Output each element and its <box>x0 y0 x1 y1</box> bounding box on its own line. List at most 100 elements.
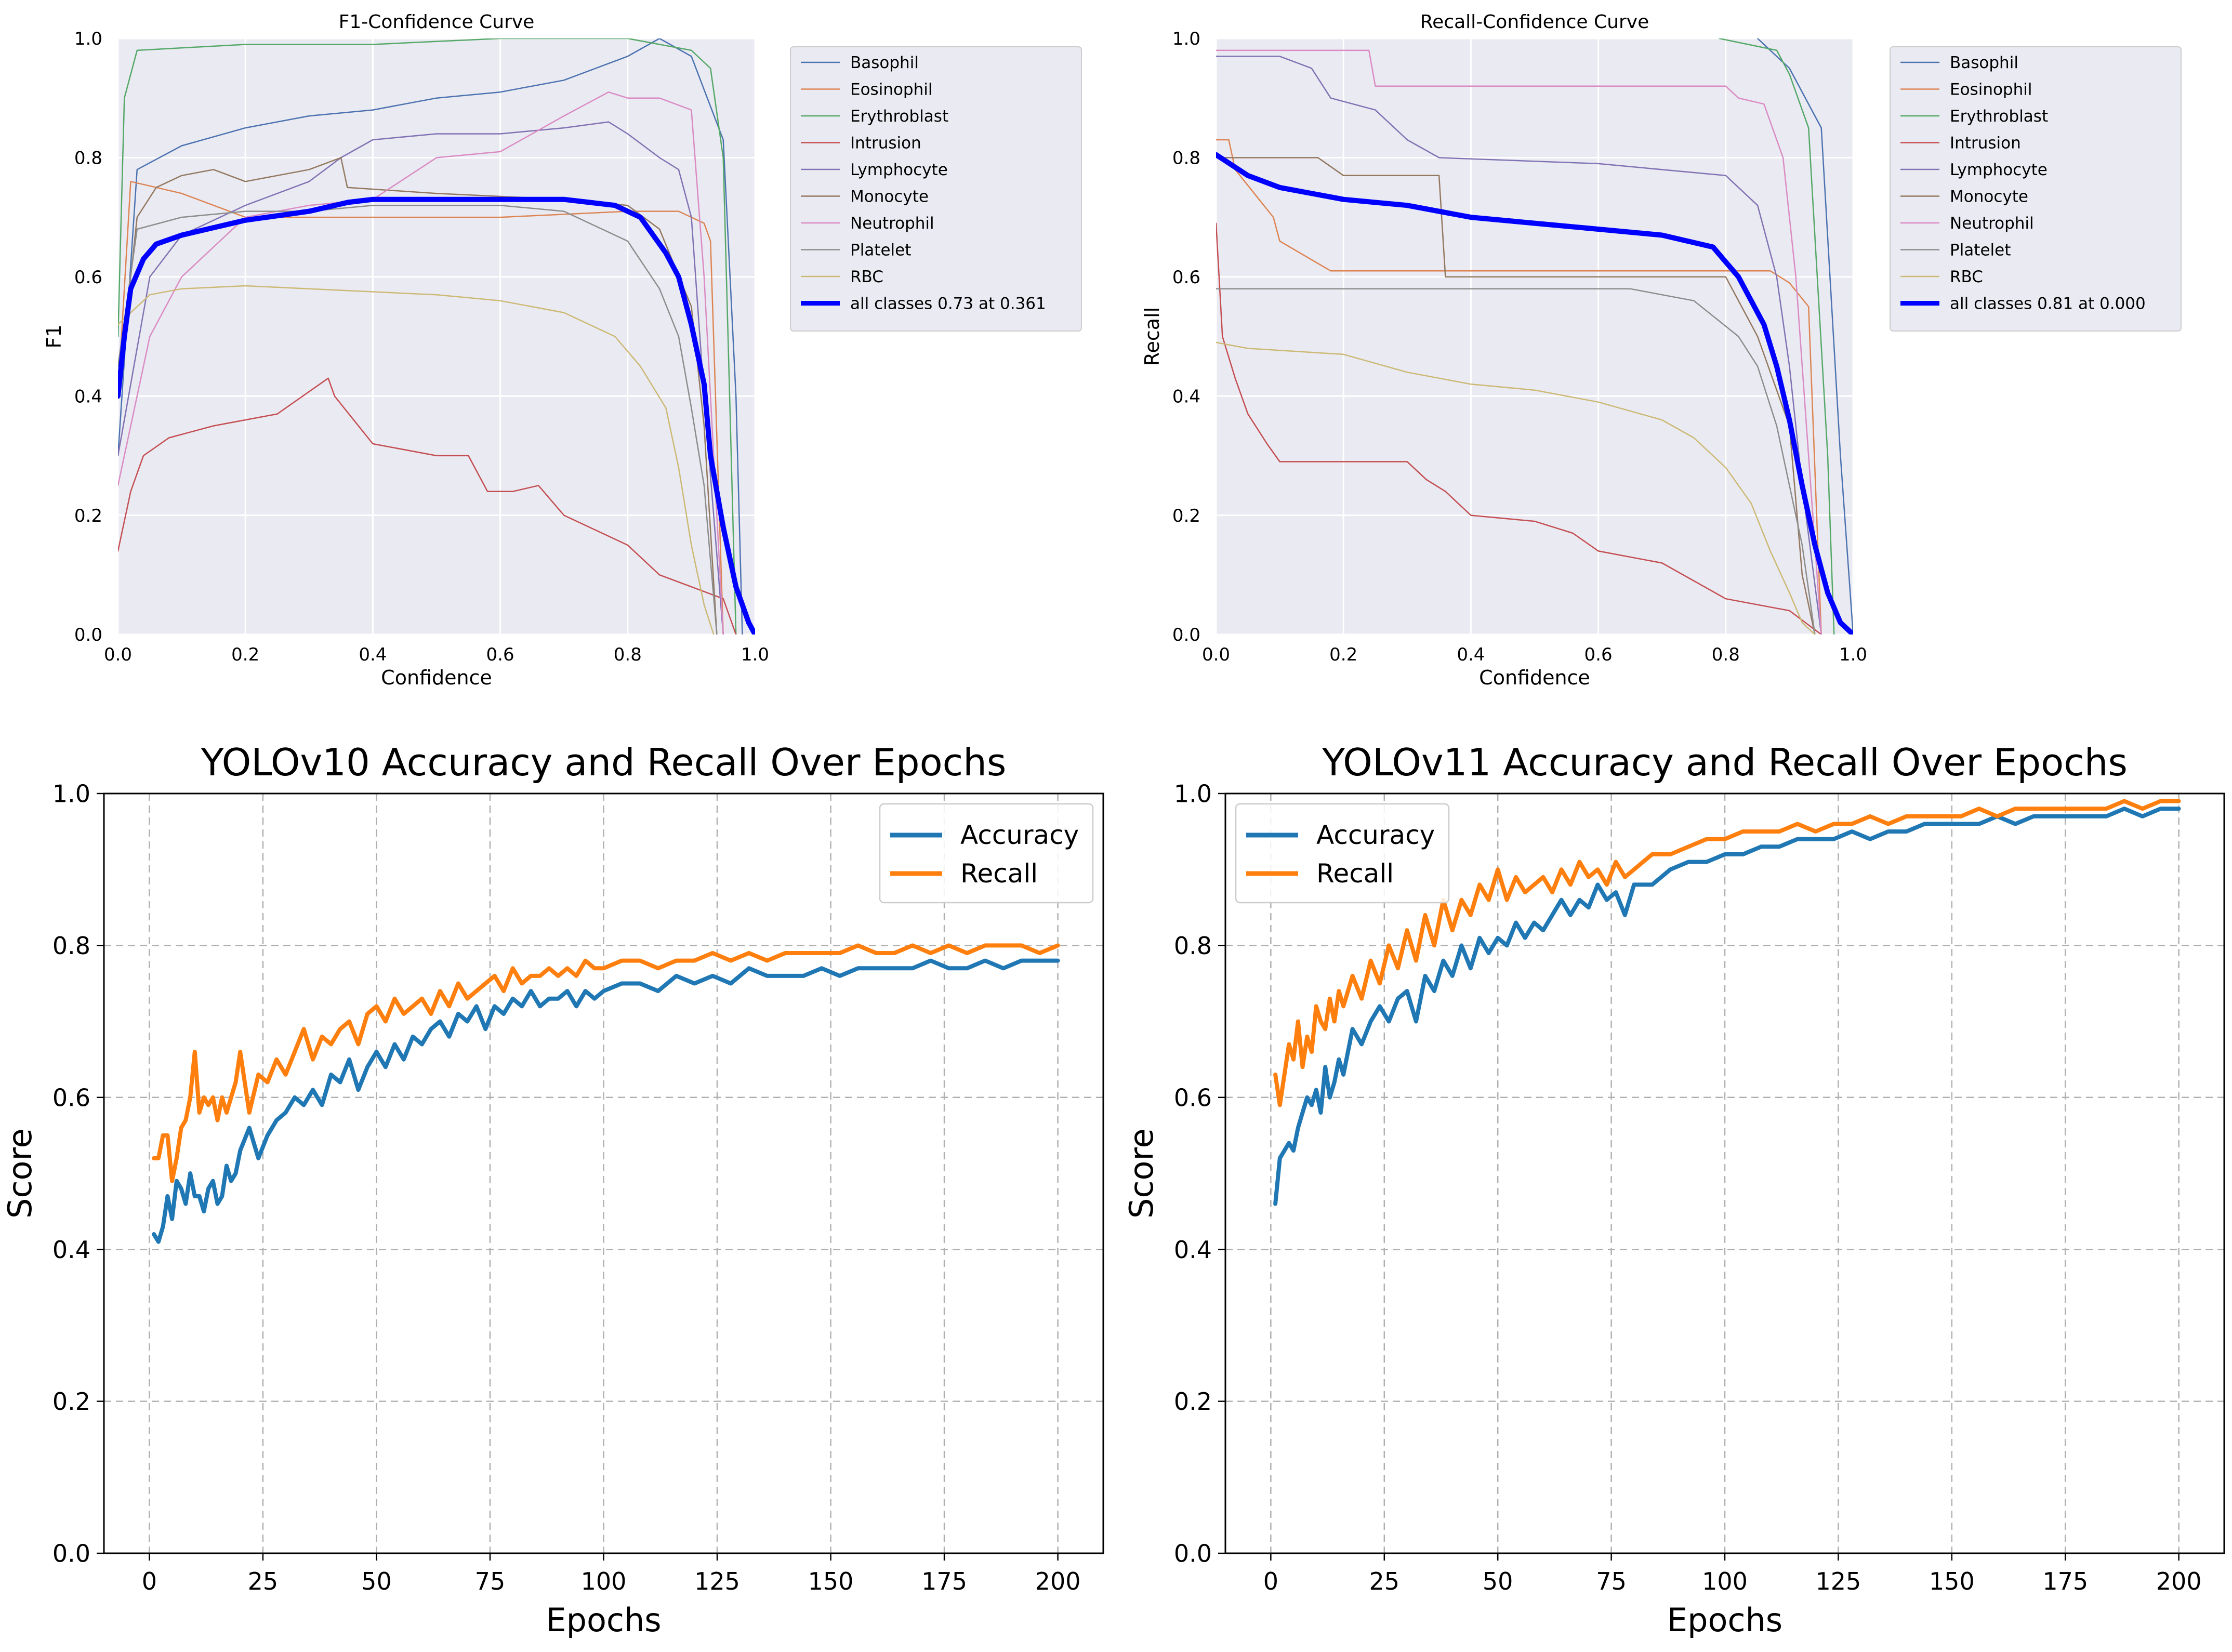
legend: Basophil Eosinophil Erythroblast Intrusion L… <box>790 46 1082 332</box>
axes-frame <box>103 792 1104 1554</box>
legend: Accuracy Recall <box>1235 803 1450 904</box>
y-tick-label: 0.6 <box>1174 1083 1212 1112</box>
x-tick-label: 1.0 <box>1839 644 1867 665</box>
x-tick-label: 0.4 <box>359 644 387 665</box>
x-tick-label: 200 <box>1035 1567 1081 1595</box>
y-tick-label: 0.4 <box>1174 1236 1212 1264</box>
chart-2: 0.0 0.2 0.4 0.6 0.8 1.0 0.0 0.2 0.4 0.6 0.8 1.0 Reca… <box>1141 11 2182 689</box>
legend-entry: Recall <box>960 858 1038 889</box>
legend-entry: Monocyte <box>1950 188 2028 206</box>
x-tick-label: 150 <box>1929 1567 1975 1595</box>
y-tick-label: 0.6 <box>74 267 102 288</box>
x-tick-label: 175 <box>921 1567 967 1595</box>
plot-area <box>1216 38 1853 635</box>
y-tick-label: 0.0 <box>74 625 102 645</box>
axes-frame <box>1224 792 2225 1554</box>
legend-entry: Basophil <box>1950 54 2018 72</box>
legend-box <box>879 803 1094 904</box>
legend-entry: Intrusion <box>1950 134 2021 153</box>
chart-title: YOLOv11 Accuracy and Recall Over Epochs <box>1322 741 2128 784</box>
y-tick-label: 0.4 <box>52 1236 90 1264</box>
series-line-rbc <box>1216 341 1816 635</box>
x-tick-label: 0 <box>1263 1567 1278 1595</box>
series-line-eosinophil <box>118 181 724 635</box>
x-tick-label: 75 <box>1596 1567 1627 1595</box>
legend-entry: Accuracy <box>960 820 1079 850</box>
x-tick-label: 0.6 <box>1584 644 1613 665</box>
y-tick-label: 0.6 <box>1172 267 1200 288</box>
y-tick-label: 0.4 <box>74 386 102 407</box>
y-tick-label: 0.2 <box>1174 1387 1212 1416</box>
legend-entry: Eosinophil <box>1950 81 2032 99</box>
chart-3: 0 25 50 75 100 125 150 175 200 0.0 0.2 0.4 0.6 0.8 1.0… <box>1 741 1104 1639</box>
series-line-erythroblast <box>1719 38 1835 635</box>
legend-entry: Platelet <box>850 241 911 260</box>
series-line-recall <box>1273 799 2181 1107</box>
x-tick-label: 0.6 <box>486 644 514 665</box>
y-tick-label: 0.6 <box>52 1083 90 1112</box>
legend-entry: Erythroblast <box>850 107 948 126</box>
x-tick-label: 0.8 <box>1712 644 1740 665</box>
legend-entry: RBC <box>1950 268 1983 286</box>
y-tick-label: 0.8 <box>1172 148 1200 169</box>
legend-entry: Basophil <box>850 54 919 72</box>
legend-entry: Recall <box>1316 858 1394 889</box>
legend-entry: Intrusion <box>850 134 921 153</box>
legend: Accuracy Recall <box>879 803 1094 904</box>
x-tick-label: 25 <box>1369 1567 1399 1595</box>
legend-box <box>1890 46 2182 332</box>
chart-title: YOLOv10 Accuracy and Recall Over Epochs <box>201 741 1007 784</box>
legend-entry: Lymphocyte <box>850 161 948 179</box>
series-group <box>1273 799 2181 1206</box>
legend: Basophil Eosinophil Erythroblast Intrusion L… <box>1890 46 2182 332</box>
chart-title: F1-Confidence Curve <box>339 11 535 33</box>
legend-entry: Monocyte <box>850 188 929 206</box>
y-tick-label: 0.4 <box>1172 386 1200 407</box>
legend-entry: Neutrophil <box>1950 214 2034 233</box>
series-line-eosinophil <box>1216 139 1822 635</box>
legend-entry: RBC <box>850 268 883 286</box>
legend-box <box>790 46 1082 332</box>
series-line-recall <box>152 943 1060 1183</box>
x-tick-label: 100 <box>1702 1567 1748 1595</box>
x-tick-label: 125 <box>1816 1567 1861 1595</box>
y-tick-label: 0.0 <box>1172 625 1200 645</box>
series-line-all-classes-0-81-at-0-000 <box>1216 152 1853 635</box>
x-tick-label: 100 <box>581 1567 627 1595</box>
legend-box <box>1235 803 1450 904</box>
y-axis-label: F1 <box>43 324 65 348</box>
y-tick-label: 0.8 <box>1174 932 1212 960</box>
x-axis-label: Epochs <box>1667 1601 1782 1639</box>
y-tick-label: 0.2 <box>1172 506 1200 526</box>
series-line-neutrophil <box>1216 49 1822 635</box>
series-line-monocyte <box>1216 157 1816 635</box>
series-line-intrusion <box>118 377 737 635</box>
series-line-rbc <box>118 285 715 635</box>
x-tick-label: 175 <box>2042 1567 2088 1595</box>
x-axis-label: Confidence <box>381 666 492 689</box>
x-tick-label: 125 <box>694 1567 740 1595</box>
chart-1: 0.0 0.2 0.4 0.6 0.8 1.0 0.0 0.2 0.4 0.6 0.8 1.0 F1-C… <box>43 11 1082 689</box>
y-tick-label: 1.0 <box>1174 780 1212 808</box>
x-tick-label: 150 <box>808 1567 854 1595</box>
legend-entry: Accuracy <box>1316 820 1435 850</box>
legend-entry: all classes 0.73 at 0.361 <box>850 295 1046 313</box>
series-line-accuracy <box>152 958 1060 1244</box>
y-axis-label: Score <box>1122 1128 1160 1219</box>
legend-entry: Platelet <box>1950 241 2011 260</box>
x-tick-label: 0.2 <box>231 644 259 665</box>
x-tick-label: 25 <box>248 1567 279 1595</box>
x-tick-label: 75 <box>475 1567 506 1595</box>
series-line-neutrophil <box>118 91 724 635</box>
x-tick-label: 50 <box>1483 1567 1513 1595</box>
y-tick-label: 0.0 <box>1174 1540 1212 1568</box>
x-axis-label: Epochs <box>546 1601 661 1639</box>
legend-entry: Eosinophil <box>850 81 932 99</box>
series-line-all-classes-0-73-at-0-361 <box>118 196 755 635</box>
x-axis-label: Confidence <box>1479 666 1590 689</box>
legend-entry: Erythroblast <box>1950 107 2048 126</box>
x-tick-label: 0.4 <box>1457 644 1485 665</box>
series-line-monocyte <box>118 157 718 635</box>
x-tick-label: 1.0 <box>741 644 769 665</box>
